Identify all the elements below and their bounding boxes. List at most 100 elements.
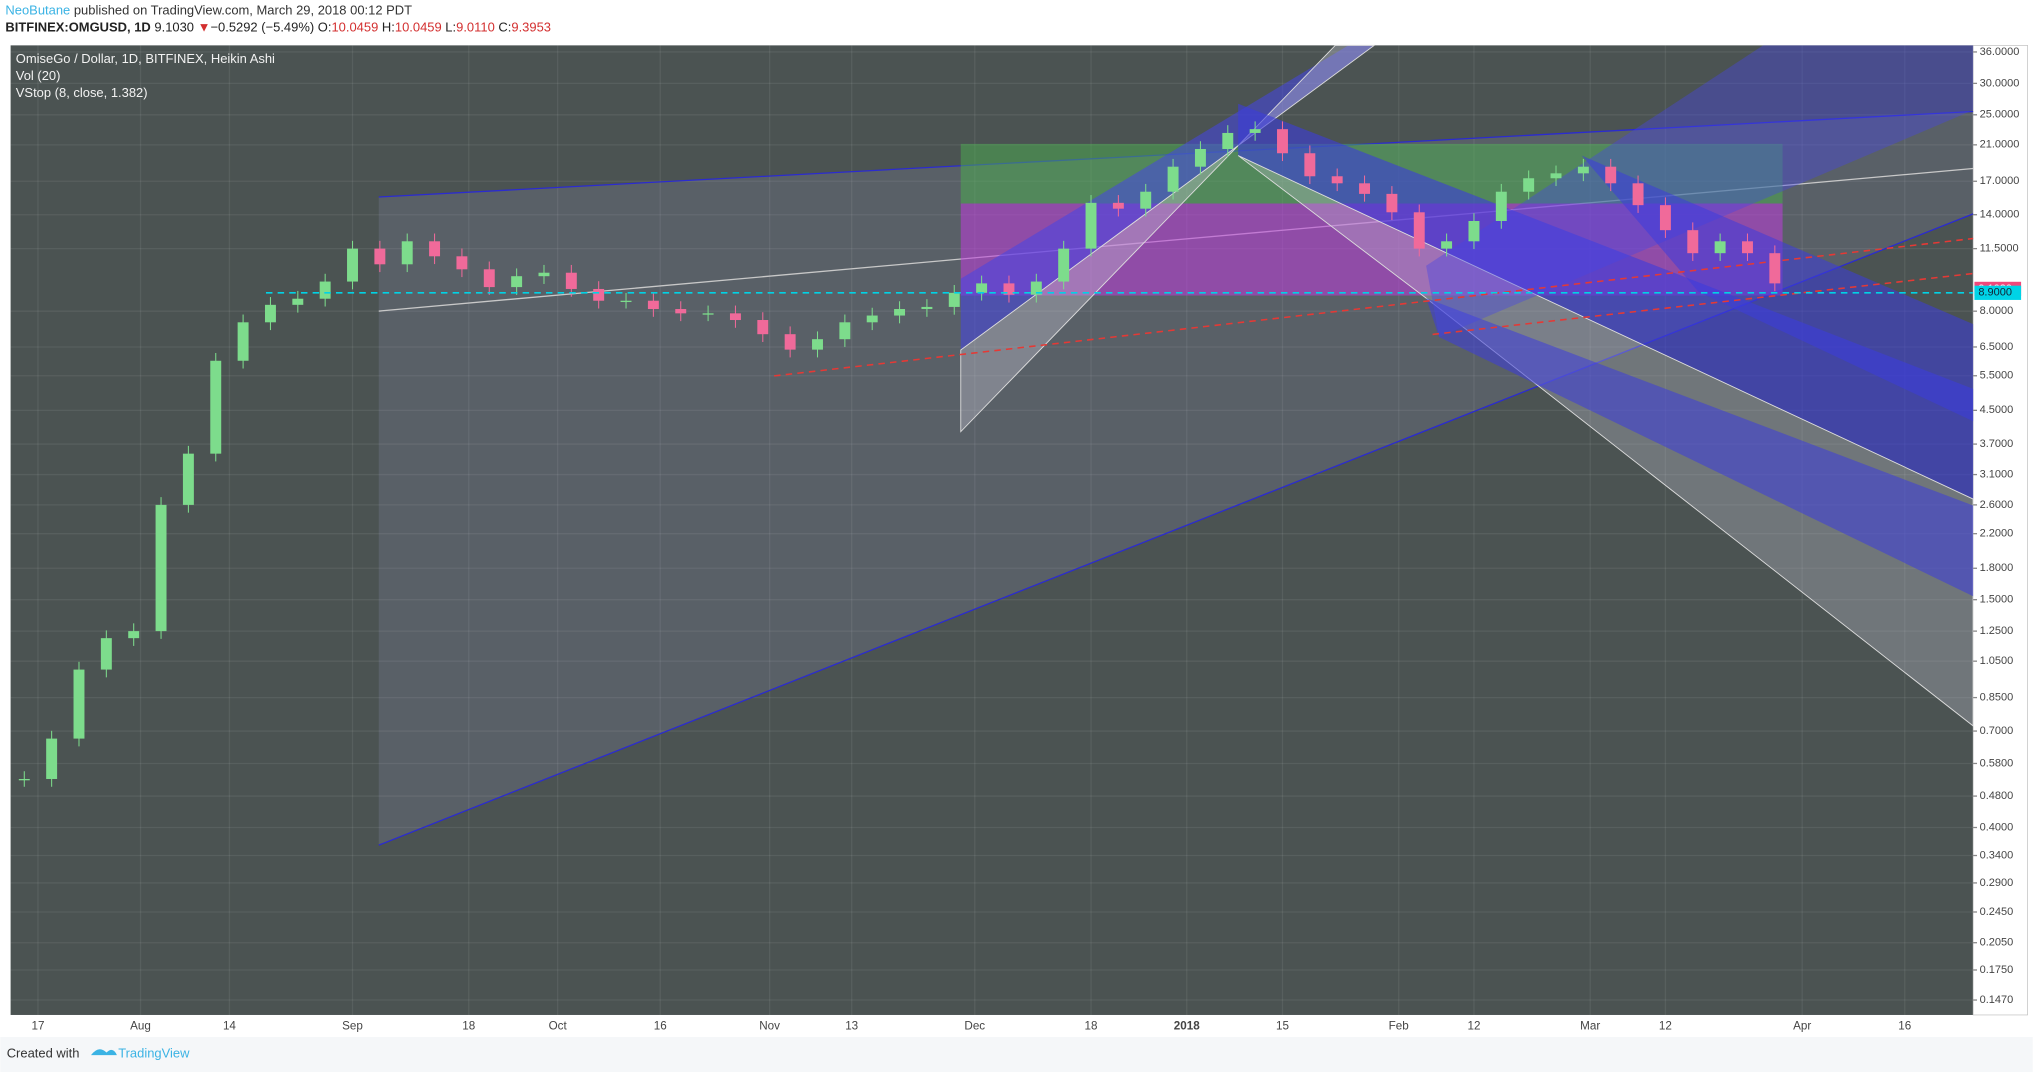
candle-body [1003,283,1015,295]
y-tick-label: 2.2000 [1980,528,2014,540]
candle-body [812,339,823,350]
candle-body [1359,183,1371,194]
candle-body [210,360,222,454]
open: 10.0459 [331,20,378,35]
x-tick-label: 18 [462,1020,475,1033]
y-tick-label: 1.0500 [1980,655,2014,667]
author[interactable]: NeoButane [5,3,70,18]
channel [1238,103,1974,500]
y-tick-label: 0.4000 [1980,821,2014,833]
candle-body [921,306,933,310]
y-tick-label: 11.5000 [1980,243,2019,255]
y-tick-label: 17.0000 [1980,175,2020,187]
candle-body [866,315,878,323]
x-tick-label: 17 [31,1020,44,1033]
candle-body [100,638,112,670]
candle-body [1769,253,1781,284]
price-axis [1972,45,2028,1016]
h-label: H: [382,20,395,35]
channel [1581,155,1974,422]
candle-body [839,322,851,340]
last: 9.1030 [154,20,194,35]
candle-body [1277,129,1288,154]
candle-body [1687,230,1699,254]
footer-brand[interactable]: TradingView [118,1045,190,1060]
x-tick-label: 18 [1085,1020,1098,1033]
candle-body [1194,148,1206,167]
candle-body [702,313,714,315]
candle-body [1714,241,1726,254]
symbol: BITFINEX:OMGUSD, 1D [5,20,150,35]
y-tick-label: 0.3400 [1980,849,2014,861]
legend-title: OmiseGo / Dollar, 1D, BITFINEX, Heikin A… [16,51,275,66]
candle-body [292,298,304,305]
y-tick-label: 25.0000 [1980,109,2020,121]
header-line: NeoButane published on TradingView.com, … [5,3,412,18]
x-tick-label: 2018 [1174,1020,1200,1033]
y-tick-label: 36.0000 [1980,46,2020,58]
x-tick-label: 16 [1898,1020,1911,1033]
candle-body [73,669,85,739]
y-tick-label: 14.0000 [1980,209,2020,221]
candle-body [565,272,577,289]
y-tick-label: 0.2900 [1980,877,2014,889]
price-badge-label: 8.9000 [1978,287,2012,299]
channel [1426,45,1974,338]
candle-body [456,256,468,270]
candle-body [729,313,741,321]
y-tick-label: 1.8000 [1980,562,2014,574]
y-tick-label: 0.4800 [1980,790,2014,802]
candle-body [620,300,632,303]
x-tick-label: Sep [342,1020,363,1033]
channel [1237,155,1974,727]
x-tick-label: Oct [549,1020,568,1033]
candle-body [1468,220,1480,242]
y-tick-label: 3.1000 [1980,468,2014,480]
y-tick-label: 0.1470 [1980,994,2014,1006]
candle-body [593,288,605,301]
x-tick-label: 16 [654,1020,667,1033]
candle-body [155,504,167,632]
y-tick-label: 1.2500 [1980,625,2014,637]
candle-body [319,281,331,299]
x-tick-label: Dec [964,1020,985,1033]
candle-body [1222,132,1234,149]
candle-body [1030,281,1042,295]
y-tick-label: 8.0000 [1980,305,2014,317]
candle-body [1632,183,1644,206]
candle-body [1742,241,1753,254]
y-tick-label: 5.5000 [1980,370,2014,382]
x-tick-label: 15 [1276,1020,1289,1033]
y-tick-label: 0.5800 [1980,757,2014,769]
candle-body [128,631,140,639]
candle-body [18,778,30,781]
candle-body [784,334,796,350]
candle-body [1659,205,1671,231]
y-tick-label: 6.5000 [1980,341,2014,353]
candle-body [1304,153,1316,177]
x-tick-label: Feb [1389,1020,1409,1033]
footer-bar [0,1037,2033,1072]
candle-body [1386,193,1398,213]
x-tick-label: 13 [845,1020,858,1033]
candle-body [264,304,276,323]
candle-body [1577,166,1589,174]
candle-body [237,322,249,361]
x-tick-label: Mar [1580,1020,1600,1033]
candle-body [948,292,960,307]
candle-body [401,241,413,265]
candles [18,121,1781,787]
footer-created: Created with [7,1045,80,1060]
candle-body [757,320,769,335]
y-tick-label: 0.2050 [1980,937,2014,949]
o-label: O: [318,20,332,35]
change: −0.5292 (−5.49%) [210,20,314,35]
candle-body [374,248,386,265]
candle-body [347,248,358,282]
x-tick-label: Nov [759,1020,780,1033]
candle-body [1605,166,1617,184]
candle-body [1085,202,1097,249]
l-label: L: [445,20,456,35]
candle-body [1495,191,1507,221]
